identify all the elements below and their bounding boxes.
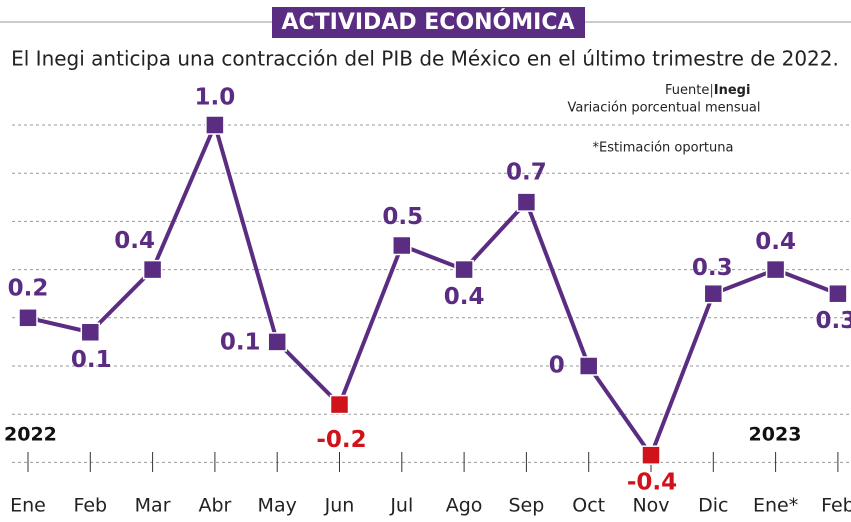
point bbox=[267, 332, 287, 352]
value-label: 0.2 bbox=[8, 275, 49, 301]
x-tick-label: May bbox=[258, 495, 297, 517]
value-label: -0.2 bbox=[316, 427, 366, 453]
value-label: 0.1 bbox=[220, 329, 261, 355]
point bbox=[205, 115, 225, 135]
x-tick-label: Ago bbox=[446, 495, 483, 517]
point bbox=[142, 259, 163, 280]
x-tick-label: Abr bbox=[198, 495, 231, 517]
line bbox=[27, 123, 839, 458]
point bbox=[828, 283, 848, 304]
point bbox=[703, 283, 724, 304]
value-label: 0.1 bbox=[71, 347, 112, 373]
chart-subtitle: El Inegi anticipa una contracción del PI… bbox=[11, 47, 839, 71]
x-tick-label: Ene* bbox=[753, 495, 798, 517]
source-note: Fuente|Inegi bbox=[665, 83, 750, 98]
year-label: 2022 bbox=[4, 424, 57, 446]
x-tick-label: Dic bbox=[698, 495, 728, 517]
x-tick-label: Jun bbox=[324, 495, 355, 517]
point bbox=[18, 308, 38, 328]
unit-note: Variación porcentual mensual bbox=[567, 101, 760, 116]
value-label: 0.4 bbox=[444, 284, 485, 310]
x-tick-label: Feb bbox=[73, 495, 107, 517]
point bbox=[578, 356, 599, 376]
point bbox=[765, 259, 786, 280]
value-label: -0.4 bbox=[627, 470, 677, 496]
value-label: 0.3 bbox=[692, 255, 733, 281]
point bbox=[641, 445, 661, 465]
value-label: 0.4 bbox=[755, 229, 796, 255]
point bbox=[329, 394, 350, 415]
title-band bbox=[272, 7, 585, 38]
x-tick-label: Sep bbox=[508, 495, 544, 517]
value-label: 0.7 bbox=[506, 160, 547, 186]
value-label: 0.4 bbox=[114, 228, 155, 254]
source: Inegi bbox=[714, 83, 751, 98]
source-prefix: Fuente bbox=[665, 83, 709, 98]
point bbox=[80, 322, 101, 343]
year-label: 2023 bbox=[749, 424, 802, 446]
x-tick-label: Jul bbox=[389, 495, 413, 517]
point bbox=[516, 192, 537, 212]
x-tick-label: Feb bbox=[821, 495, 851, 517]
value-label: 0.5 bbox=[382, 204, 423, 230]
x-tick-label: Oct bbox=[572, 495, 605, 517]
point bbox=[454, 259, 474, 280]
x-tick-label: Mar bbox=[135, 495, 171, 517]
chart-title: ACTIVIDAD ECONÓMICA bbox=[281, 9, 574, 35]
x-tick-label: Ene bbox=[10, 495, 46, 517]
value-label: 0.3 bbox=[816, 308, 851, 334]
x-tick-label: Nov bbox=[632, 495, 669, 517]
point bbox=[392, 235, 412, 256]
footnote: *Estimación oportuna bbox=[593, 141, 734, 156]
value-label: 0 bbox=[549, 353, 565, 379]
value-label: 1.0 bbox=[195, 85, 236, 111]
